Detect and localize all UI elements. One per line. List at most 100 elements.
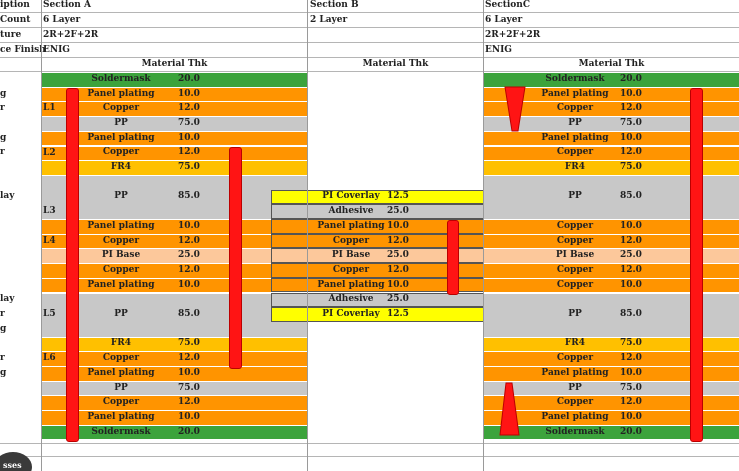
material-thickness: 75.0 xyxy=(620,338,642,349)
material-name: Copper xyxy=(556,264,594,275)
section-a-layers: 6 Layer xyxy=(43,15,81,25)
material-thickness: 20.0 xyxy=(178,426,200,437)
material-name: Copper xyxy=(102,147,140,158)
material-name: PP xyxy=(568,191,582,202)
row-description-label: g xyxy=(0,367,7,378)
material-thickness: 25.0 xyxy=(387,294,409,305)
material-thickness: 10.0 xyxy=(620,220,642,231)
material-thickness: 75.0 xyxy=(620,162,642,173)
material-name: Adhesive xyxy=(328,206,374,217)
section-b-title: Section B xyxy=(310,0,359,10)
through-via-bar-c xyxy=(690,88,703,442)
material-name: Panel plating xyxy=(541,367,609,378)
material-name: FR4 xyxy=(564,338,586,349)
material-thickness: 10.0 xyxy=(387,220,409,231)
grid-line xyxy=(0,57,739,58)
material-name: PP xyxy=(114,117,128,128)
section-c-structure: 2R+2F+2R xyxy=(485,30,541,40)
material-name: Soldermask xyxy=(545,426,605,437)
buried-via-bar xyxy=(229,147,242,369)
section-a-layer-row xyxy=(42,380,307,396)
material-thickness: 12.0 xyxy=(178,147,200,158)
section-c-layer-row xyxy=(484,72,739,87)
material-thickness: 12.0 xyxy=(178,264,200,275)
material-name: Copper xyxy=(102,264,140,275)
material-name: PP xyxy=(114,309,128,320)
material-thickness: 12.0 xyxy=(620,264,642,275)
material-name: PP xyxy=(568,117,582,128)
row-description-label: r xyxy=(0,353,5,364)
section-c-layer-row xyxy=(484,351,739,366)
material-name: Soldermask xyxy=(545,73,605,84)
row-label-surface-finish: ce Finish xyxy=(0,45,46,55)
material-name: PI Coverlay xyxy=(322,309,380,320)
section-b-layers: 2 Layer xyxy=(310,15,348,25)
material-name: Copper xyxy=(332,235,370,246)
lens-badge-icon[interactable] xyxy=(0,452,32,471)
layer-number-label: L6 xyxy=(43,353,56,364)
section-a-layer-row xyxy=(42,101,307,117)
material-thickness: 75.0 xyxy=(178,162,200,173)
material-thickness: 10.0 xyxy=(178,220,200,231)
material-thickness: 85.0 xyxy=(620,191,642,202)
material-thickness: 75.0 xyxy=(178,382,200,393)
material-thickness: 25.0 xyxy=(387,250,409,261)
row-description-label: g xyxy=(0,323,7,334)
section-b-col-header: Material Thk xyxy=(362,59,429,69)
grid-line xyxy=(307,0,308,471)
section-a-layer-row xyxy=(42,410,307,425)
material-name: Panel plating xyxy=(87,367,155,378)
material-thickness: 75.0 xyxy=(178,338,200,349)
material-thickness: 10.0 xyxy=(620,367,642,378)
material-thickness: 75.0 xyxy=(178,117,200,128)
material-thickness: 10.0 xyxy=(178,88,200,99)
layer-number-label: L5 xyxy=(43,309,56,320)
material-name: Copper xyxy=(556,103,594,114)
material-name: Panel plating xyxy=(317,279,385,290)
material-name: PI Base xyxy=(555,250,595,261)
material-thickness: 20.0 xyxy=(178,73,200,84)
material-thickness: 12.0 xyxy=(620,147,642,158)
grid-line xyxy=(0,27,739,28)
material-name: PI Base xyxy=(331,250,371,261)
layer-number-label: L3 xyxy=(43,206,56,217)
section-a-layer-row xyxy=(42,292,307,337)
material-thickness: 12.0 xyxy=(178,353,200,364)
material-thickness: 85.0 xyxy=(178,309,200,320)
section-a-layer-row xyxy=(42,424,307,440)
material-thickness: 12.0 xyxy=(178,235,200,246)
material-name: FR4 xyxy=(110,162,132,173)
row-label-structure: ture xyxy=(0,30,22,40)
section-c-layer-row xyxy=(484,160,739,175)
microvia-top-icon xyxy=(504,86,526,132)
section-a-layer-row xyxy=(42,72,307,87)
material-name: Panel plating xyxy=(317,220,385,231)
section-c-layers: 6 Layer xyxy=(485,15,523,25)
material-name: Panel plating xyxy=(87,132,155,143)
material-name: Panel plating xyxy=(541,411,609,422)
material-name: Copper xyxy=(102,235,140,246)
material-name: Panel plating xyxy=(541,132,609,143)
through-via-bar xyxy=(66,88,79,442)
section-a-layer-row xyxy=(42,174,307,219)
grid-line xyxy=(0,42,739,43)
material-thickness: 75.0 xyxy=(620,117,642,128)
layer-number-label: L2 xyxy=(43,147,56,158)
row-label-layer-count: Count xyxy=(0,15,31,25)
section-c-layer-row xyxy=(484,101,739,117)
section-a-layer-row xyxy=(42,366,307,381)
material-thickness: 12.0 xyxy=(620,103,642,114)
row-label-description: iption xyxy=(0,0,30,10)
row-description-label: g xyxy=(0,132,7,143)
material-thickness: 25.0 xyxy=(387,206,409,217)
material-name: Copper xyxy=(556,220,594,231)
row-description-label: lay xyxy=(0,191,15,202)
material-name: Soldermask xyxy=(91,73,151,84)
material-thickness: 12.0 xyxy=(387,235,409,246)
material-thickness: 12.0 xyxy=(178,103,200,114)
material-thickness: 12.0 xyxy=(387,264,409,275)
material-thickness: 12.0 xyxy=(620,353,642,364)
material-name: FR4 xyxy=(110,338,132,349)
section-c-layer-row xyxy=(484,263,739,278)
